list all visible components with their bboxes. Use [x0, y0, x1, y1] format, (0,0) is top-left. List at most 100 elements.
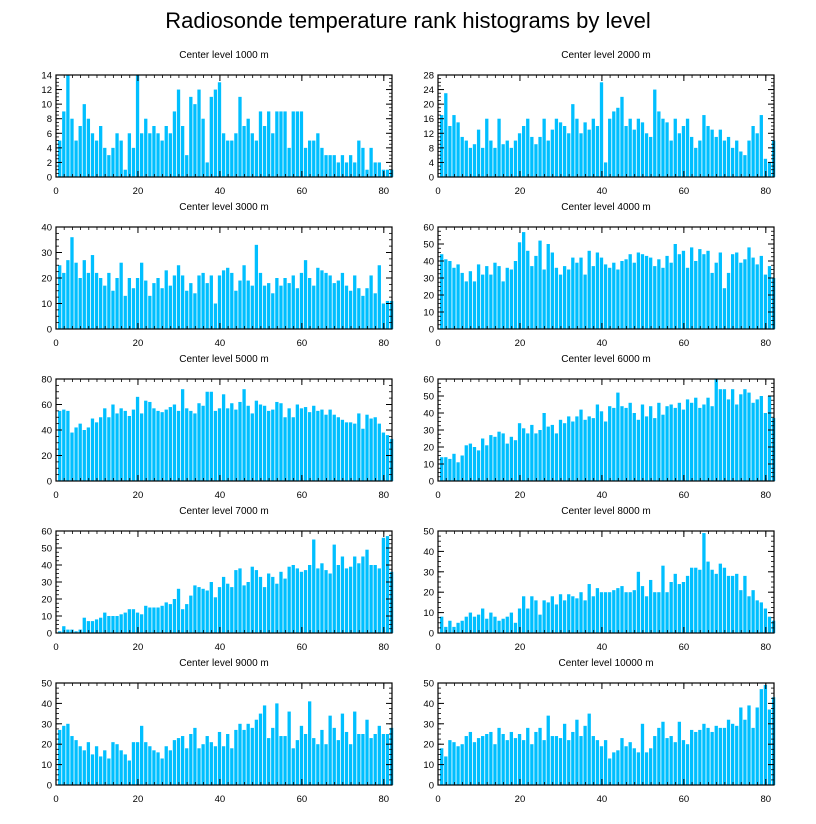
bar	[730, 723, 735, 785]
bar	[706, 561, 710, 633]
y-tick-label: 50	[423, 527, 434, 538]
bar	[135, 278, 140, 329]
y-tick-label: 0	[47, 629, 52, 640]
bar	[86, 621, 91, 633]
bar	[152, 607, 156, 633]
bar	[649, 579, 653, 633]
chart-title: Radiosonde temperature rank histograms b…	[165, 8, 651, 33]
bar	[640, 254, 645, 329]
bar	[440, 254, 444, 329]
bar	[70, 736, 74, 785]
bar	[279, 111, 283, 177]
bar	[448, 126, 452, 177]
bar	[690, 567, 694, 633]
bar	[620, 261, 624, 329]
bar	[587, 250, 591, 329]
bar	[320, 147, 324, 177]
bar	[336, 162, 340, 177]
y-tick-label: 30	[41, 578, 52, 589]
y-tick-label: 30	[423, 567, 434, 578]
x-tick-label: 20	[515, 186, 526, 197]
histogram-panel-6: Center level 6000 m 0 20 40 60 80 0 10 20 30 40 50 6…	[423, 354, 776, 501]
y-tick-label: 0	[429, 477, 434, 488]
bar	[562, 600, 567, 633]
bar	[189, 283, 193, 329]
bar	[254, 140, 259, 177]
bar	[111, 290, 115, 329]
bar	[747, 392, 751, 481]
bar	[726, 719, 731, 785]
x-tick-label: 80	[761, 490, 772, 501]
bar	[476, 450, 481, 481]
bar	[628, 118, 632, 177]
histogram-panel-7: Center level 7000 m 0 20 40 60 80 0 10 20 30 40 50 6…	[41, 506, 394, 653]
bar	[522, 596, 526, 633]
bar	[70, 237, 74, 329]
bar	[489, 731, 493, 785]
bar	[197, 587, 201, 633]
bar	[328, 155, 332, 177]
bar	[140, 262, 144, 329]
bar	[526, 433, 530, 481]
bar	[550, 736, 554, 785]
bar	[86, 427, 91, 481]
bar	[238, 280, 242, 329]
bar	[340, 419, 345, 481]
x-tick-label: 40	[597, 794, 608, 805]
bar	[747, 596, 751, 633]
bar	[468, 612, 473, 633]
y-tick-label: 80	[41, 375, 52, 386]
x-tick-label: 20	[515, 794, 526, 805]
bar	[644, 596, 649, 633]
bar	[287, 408, 291, 481]
bar	[127, 760, 132, 785]
bar	[164, 126, 168, 177]
bar	[497, 431, 501, 481]
bar	[739, 262, 743, 329]
bar	[640, 723, 645, 785]
bar	[226, 734, 230, 785]
bar	[340, 155, 345, 177]
bar	[107, 272, 111, 329]
bar	[324, 272, 328, 329]
bar	[493, 262, 497, 329]
x-tick-label: 0	[53, 642, 58, 653]
bar	[111, 742, 115, 785]
bar	[444, 93, 448, 177]
bar	[176, 738, 181, 785]
bar	[714, 379, 718, 481]
bar	[176, 410, 181, 482]
bar	[62, 409, 66, 481]
bar	[485, 118, 489, 177]
bar	[246, 118, 250, 177]
plot-frame	[437, 226, 775, 330]
bar	[603, 421, 608, 481]
bar	[640, 586, 645, 633]
bar	[644, 133, 649, 177]
bar	[759, 689, 763, 785]
bar	[747, 705, 751, 785]
bar	[70, 629, 74, 633]
bar	[131, 147, 136, 177]
bar	[608, 592, 612, 633]
bar	[739, 590, 743, 633]
bar	[706, 397, 710, 481]
bar	[287, 566, 291, 633]
bar	[583, 600, 587, 633]
bar	[755, 399, 759, 481]
bar	[107, 616, 111, 633]
bar	[344, 422, 349, 481]
bar	[481, 147, 485, 177]
bar	[735, 725, 739, 785]
bar	[632, 129, 636, 177]
bar	[291, 275, 295, 329]
bar	[718, 727, 722, 785]
plot-frame	[55, 226, 393, 330]
bar	[254, 244, 259, 329]
bar	[205, 590, 209, 633]
bar	[320, 729, 324, 785]
bar	[226, 267, 230, 329]
bar	[489, 140, 493, 177]
x-tick-label: 80	[379, 490, 390, 501]
